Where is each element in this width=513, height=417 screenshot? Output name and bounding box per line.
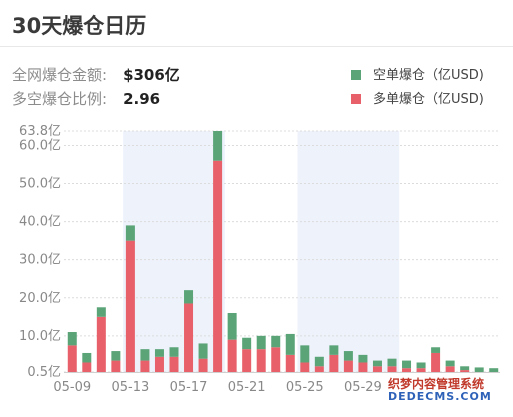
bar-short-liquidation: [416, 362, 426, 369]
watermark-line1: 织梦内容管理系统: [388, 377, 485, 391]
bar-short-liquidation: [460, 366, 470, 371]
bar-long-liquidation: [387, 366, 397, 372]
legend-swatch-long: [351, 94, 361, 104]
bar-long-liquidation: [82, 362, 92, 372]
bar-short-liquidation: [242, 337, 252, 350]
x-tick-label: 05-13: [112, 380, 150, 395]
bar-long-liquidation: [416, 368, 426, 372]
legend-label-long: 多单爆仓（亿USD): [373, 92, 484, 107]
bar-long-liquidation: [358, 362, 368, 372]
bar-short-liquidation: [82, 352, 92, 363]
bar-short-liquidation: [96, 307, 106, 317]
x-tick-label: 05-17: [170, 380, 208, 395]
bar-short-liquidation: [213, 131, 223, 161]
bar-long-liquidation: [271, 347, 281, 372]
bar-long-liquidation: [96, 316, 106, 372]
bar-short-liquidation: [169, 347, 179, 357]
bar-long-liquidation: [111, 360, 121, 372]
bar-short-liquidation: [329, 345, 339, 355]
bar-long-liquidation: [445, 366, 455, 372]
bar-short-liquidation: [111, 351, 121, 361]
bar-short-liquidation: [140, 349, 150, 361]
bar-long-liquidation: [300, 362, 310, 372]
total-liquidation-stat: 全网爆仓金额: $306亿: [12, 64, 180, 85]
bar-short-liquidation: [285, 333, 295, 355]
bar-short-liquidation: [372, 360, 382, 367]
bar-long-liquidation: [227, 339, 237, 372]
long-short-ratio-label: 多空爆仓比例:: [12, 90, 108, 108]
bar-long-liquidation: [213, 160, 223, 372]
watermark: 织梦内容管理系统 DEDECMS.COM: [388, 377, 510, 404]
bar-long-liquidation: [431, 352, 441, 372]
bar-long-liquidation: [343, 360, 353, 372]
bar-short-liquidation: [271, 335, 281, 348]
y-tick-label: 20.0亿: [19, 291, 61, 306]
bar-long-liquidation: [285, 354, 295, 372]
bar-long-liquidation: [198, 358, 208, 372]
x-tick-label: 05-09: [53, 380, 91, 395]
long-short-ratio-stat: 多空爆仓比例: 2.96: [12, 88, 160, 109]
legend-item-short[interactable]: 空单爆仓（亿USD): [351, 64, 484, 83]
y-tick-label: 40.0亿: [19, 215, 61, 230]
bar-short-liquidation: [343, 351, 353, 361]
title-divider: [0, 46, 513, 47]
bar-long-liquidation: [125, 240, 135, 372]
bar-short-liquidation: [402, 360, 412, 369]
bar-short-liquidation: [227, 312, 237, 340]
x-tick-label: 05-25: [286, 380, 324, 395]
bar-short-liquidation: [154, 349, 164, 357]
y-tick-label: 0.5亿: [27, 365, 61, 380]
bar-short-liquidation: [314, 356, 324, 367]
bar-short-liquidation: [300, 345, 310, 363]
bar-short-liquidation: [474, 367, 484, 372]
background-band: [123, 131, 225, 372]
bar-short-liquidation: [67, 332, 77, 346]
bar-short-liquidation: [489, 368, 499, 372]
bar-short-liquidation: [125, 225, 135, 241]
long-short-ratio-value: 2.96: [123, 90, 161, 108]
bar-short-liquidation: [358, 354, 368, 363]
y-tick-label: 60.0亿: [19, 138, 61, 153]
bar-short-liquidation: [184, 290, 194, 304]
bar-long-liquidation: [184, 303, 194, 372]
y-tick-label: 50.0亿: [19, 177, 61, 192]
x-tick-label: 05-29: [344, 380, 382, 395]
total-liquidation-value: $306亿: [123, 66, 180, 84]
bar-long-liquidation: [460, 370, 470, 372]
y-tick-label: 63.8亿: [19, 124, 61, 139]
legend-label-short: 空单爆仓（亿USD): [373, 68, 484, 83]
bar-long-liquidation: [314, 366, 324, 372]
legend-item-long[interactable]: 多单爆仓（亿USD): [351, 88, 484, 107]
watermark-line2: DEDECMS.COM: [388, 390, 492, 404]
bar-long-liquidation: [256, 349, 266, 372]
y-tick-label: 30.0亿: [19, 253, 61, 268]
bar-short-liquidation: [431, 347, 441, 353]
total-liquidation-label: 全网爆仓金额:: [12, 66, 108, 84]
bar-long-liquidation: [372, 366, 382, 372]
bar-short-liquidation: [387, 358, 397, 367]
background-band: [297, 131, 400, 372]
bar-long-liquidation: [242, 349, 252, 372]
legend-swatch-short: [351, 70, 361, 80]
bar-short-liquidation: [256, 335, 266, 350]
bar-long-liquidation: [140, 360, 150, 372]
bar-short-liquidation: [445, 360, 455, 367]
y-tick-label: 10.0亿: [19, 329, 61, 344]
bar-short-liquidation: [198, 343, 208, 359]
bar-long-liquidation: [402, 368, 412, 372]
bar-long-liquidation: [154, 356, 164, 372]
bar-long-liquidation: [67, 345, 77, 372]
page-title: 30天爆仓日历: [12, 14, 147, 38]
x-tick-label: 05-21: [228, 380, 266, 395]
bar-long-liquidation: [169, 356, 179, 372]
bar-long-liquidation: [329, 354, 339, 372]
